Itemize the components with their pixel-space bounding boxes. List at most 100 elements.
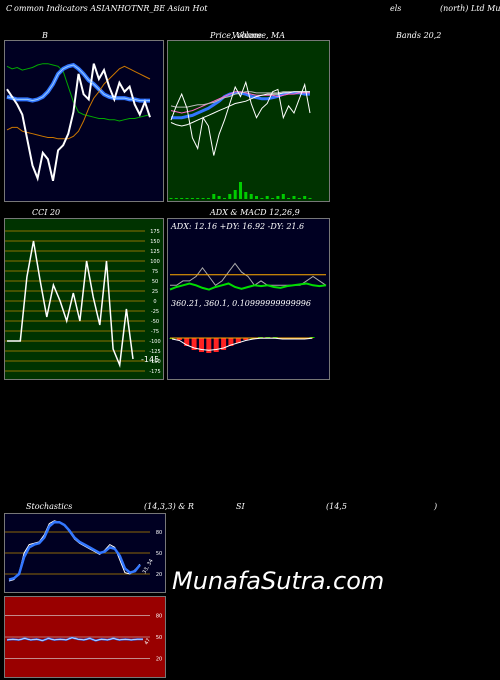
volume-bar	[297, 198, 301, 199]
macd-histogram-bar	[221, 338, 227, 350]
rsi-panel: 80 50 20 47	[4, 596, 166, 678]
bollinger-chart	[6, 62, 151, 182]
cci-chart: 175 150 125 100 75 50 25 0 -25 -50 -75 -100 -125 -150…	[5, 229, 161, 375]
volume-bar	[308, 198, 312, 199]
volume-bar	[287, 198, 291, 199]
stoch-tick-label: 20	[156, 572, 162, 578]
price-chart	[169, 80, 312, 199]
header-tail: (north) Ltd Munafa	[440, 4, 500, 13]
stoch-title: Stochastics	[26, 502, 73, 511]
bollinger-title: B	[42, 31, 48, 40]
macd-readout: 360.21, 360.1, 0.10999999999996	[171, 299, 311, 308]
bollinger-panel	[4, 40, 164, 202]
cci-panel: 175 150 125 100 75 50 25 0 -25 -50 -75 -100 -125 -150…	[4, 218, 164, 380]
volume-bar	[244, 192, 248, 199]
cci-tick-label: -100	[149, 339, 160, 345]
volume-bar	[190, 198, 194, 199]
price-title: Price, Volume, MA	[210, 31, 286, 40]
rsi-params: (14,5	[326, 502, 347, 511]
bb-middle-highlight	[6, 64, 150, 102]
volume-bar	[303, 196, 307, 199]
cci-tick-label: -150	[149, 359, 160, 365]
cci-tick-label: -175	[149, 369, 160, 375]
macd-histogram-bar	[184, 338, 190, 346]
adx-title: ADX & MACD 12,26,9	[210, 208, 300, 217]
watermark: MunafaSutra.com	[172, 567, 385, 595]
volume-bar	[174, 198, 178, 199]
bb-upper-line	[6, 63, 151, 122]
volume-bar	[276, 196, 280, 199]
stoch-tick-label: 50	[156, 551, 162, 557]
rsi-params-close: )	[434, 502, 438, 511]
rsi-tick-label: 50	[156, 635, 162, 641]
price-panel	[167, 40, 330, 202]
volume-bar	[281, 194, 285, 199]
stoch-params: (14,3,3) & R	[144, 502, 194, 511]
rsi-value-label: 47	[144, 637, 152, 646]
cci-tick-label: -50	[151, 319, 159, 325]
volume-bar	[180, 198, 184, 199]
ma-pink-line	[170, 91, 310, 114]
macd-histogram-bar	[228, 338, 234, 346]
cci-tick-label: 75	[152, 269, 158, 275]
cci-line	[7, 240, 134, 368]
macd-histogram-bar	[243, 338, 249, 340]
bb-lower-line	[6, 65, 151, 140]
volume-bar	[217, 196, 221, 199]
rsi-chart: 80 50 20 47	[5, 613, 162, 663]
macd-histogram-bar	[199, 338, 204, 352]
stoch-value-label: 33, 34	[142, 558, 155, 575]
volume-bar	[196, 198, 200, 199]
macd-histogram-bar	[235, 338, 241, 343]
bb-price-line	[6, 63, 151, 182]
volume-bar	[201, 198, 205, 199]
cci-value-label: -145	[141, 355, 159, 364]
cci-tick-label: -25	[151, 309, 159, 315]
stoch-panel: 80 50 20 33, 34	[4, 513, 166, 593]
cci-tick-label: -125	[149, 349, 160, 355]
cci-title: CCI 20	[32, 208, 61, 217]
rsi-line-highlight	[6, 637, 143, 641]
volume-bar	[223, 198, 226, 199]
stoch-tick-label: 80	[156, 530, 162, 536]
bb-middle-line	[6, 62, 150, 103]
rsi-title: SI	[236, 502, 245, 511]
cci-tick-label: 175	[150, 229, 160, 235]
adx-panel: ADX: 12.16 +DY: 16.92 -DY: 21.6 360.21, …	[167, 218, 330, 380]
bollinger-title-right: Bands 20,2	[396, 31, 442, 40]
volume-bar	[265, 196, 269, 199]
cci-tick-label: -75	[151, 329, 159, 335]
cci-tick-label: 50	[152, 279, 158, 285]
volume-bar	[271, 198, 275, 199]
volume-bar	[169, 198, 173, 199]
ma-gray-line	[170, 91, 310, 108]
rsi-tick-label: 20	[156, 657, 162, 663]
rsi-tick-label: 80	[156, 613, 162, 619]
macd-histogram-bar	[191, 338, 197, 350]
cci-tick-label: 125	[150, 249, 160, 255]
macd-histogram-bar	[213, 338, 219, 352]
macd-histogram-bar	[176, 338, 182, 340]
adx-plus-line	[169, 282, 327, 291]
cci-tick-label: 100	[150, 259, 160, 265]
volume-bar	[249, 194, 253, 199]
adx-readout: ADX: 12.16 +DY: 16.92 -DY: 21.6	[171, 222, 305, 231]
stoch-d-line	[8, 520, 141, 581]
header-title: ommon Indicators ASIANHOTNR_BE Asian Hot	[14, 4, 208, 13]
volume-bar	[292, 196, 296, 199]
price-title-overlap: Volume	[232, 31, 262, 40]
volume-bar	[185, 198, 189, 199]
header-els: els	[390, 4, 402, 13]
adx-chart	[169, 262, 327, 353]
macd-histogram-bar	[206, 338, 212, 353]
volume-bar	[212, 194, 216, 199]
volume-bar	[228, 194, 232, 199]
ma-white-line	[170, 91, 310, 127]
cci-tick-label: 150	[150, 239, 160, 245]
price-line	[170, 80, 311, 156]
volume-bar	[239, 182, 242, 199]
cci-tick-label: 0	[153, 299, 156, 305]
volume-bar	[206, 198, 210, 199]
volume-bar	[255, 196, 258, 199]
